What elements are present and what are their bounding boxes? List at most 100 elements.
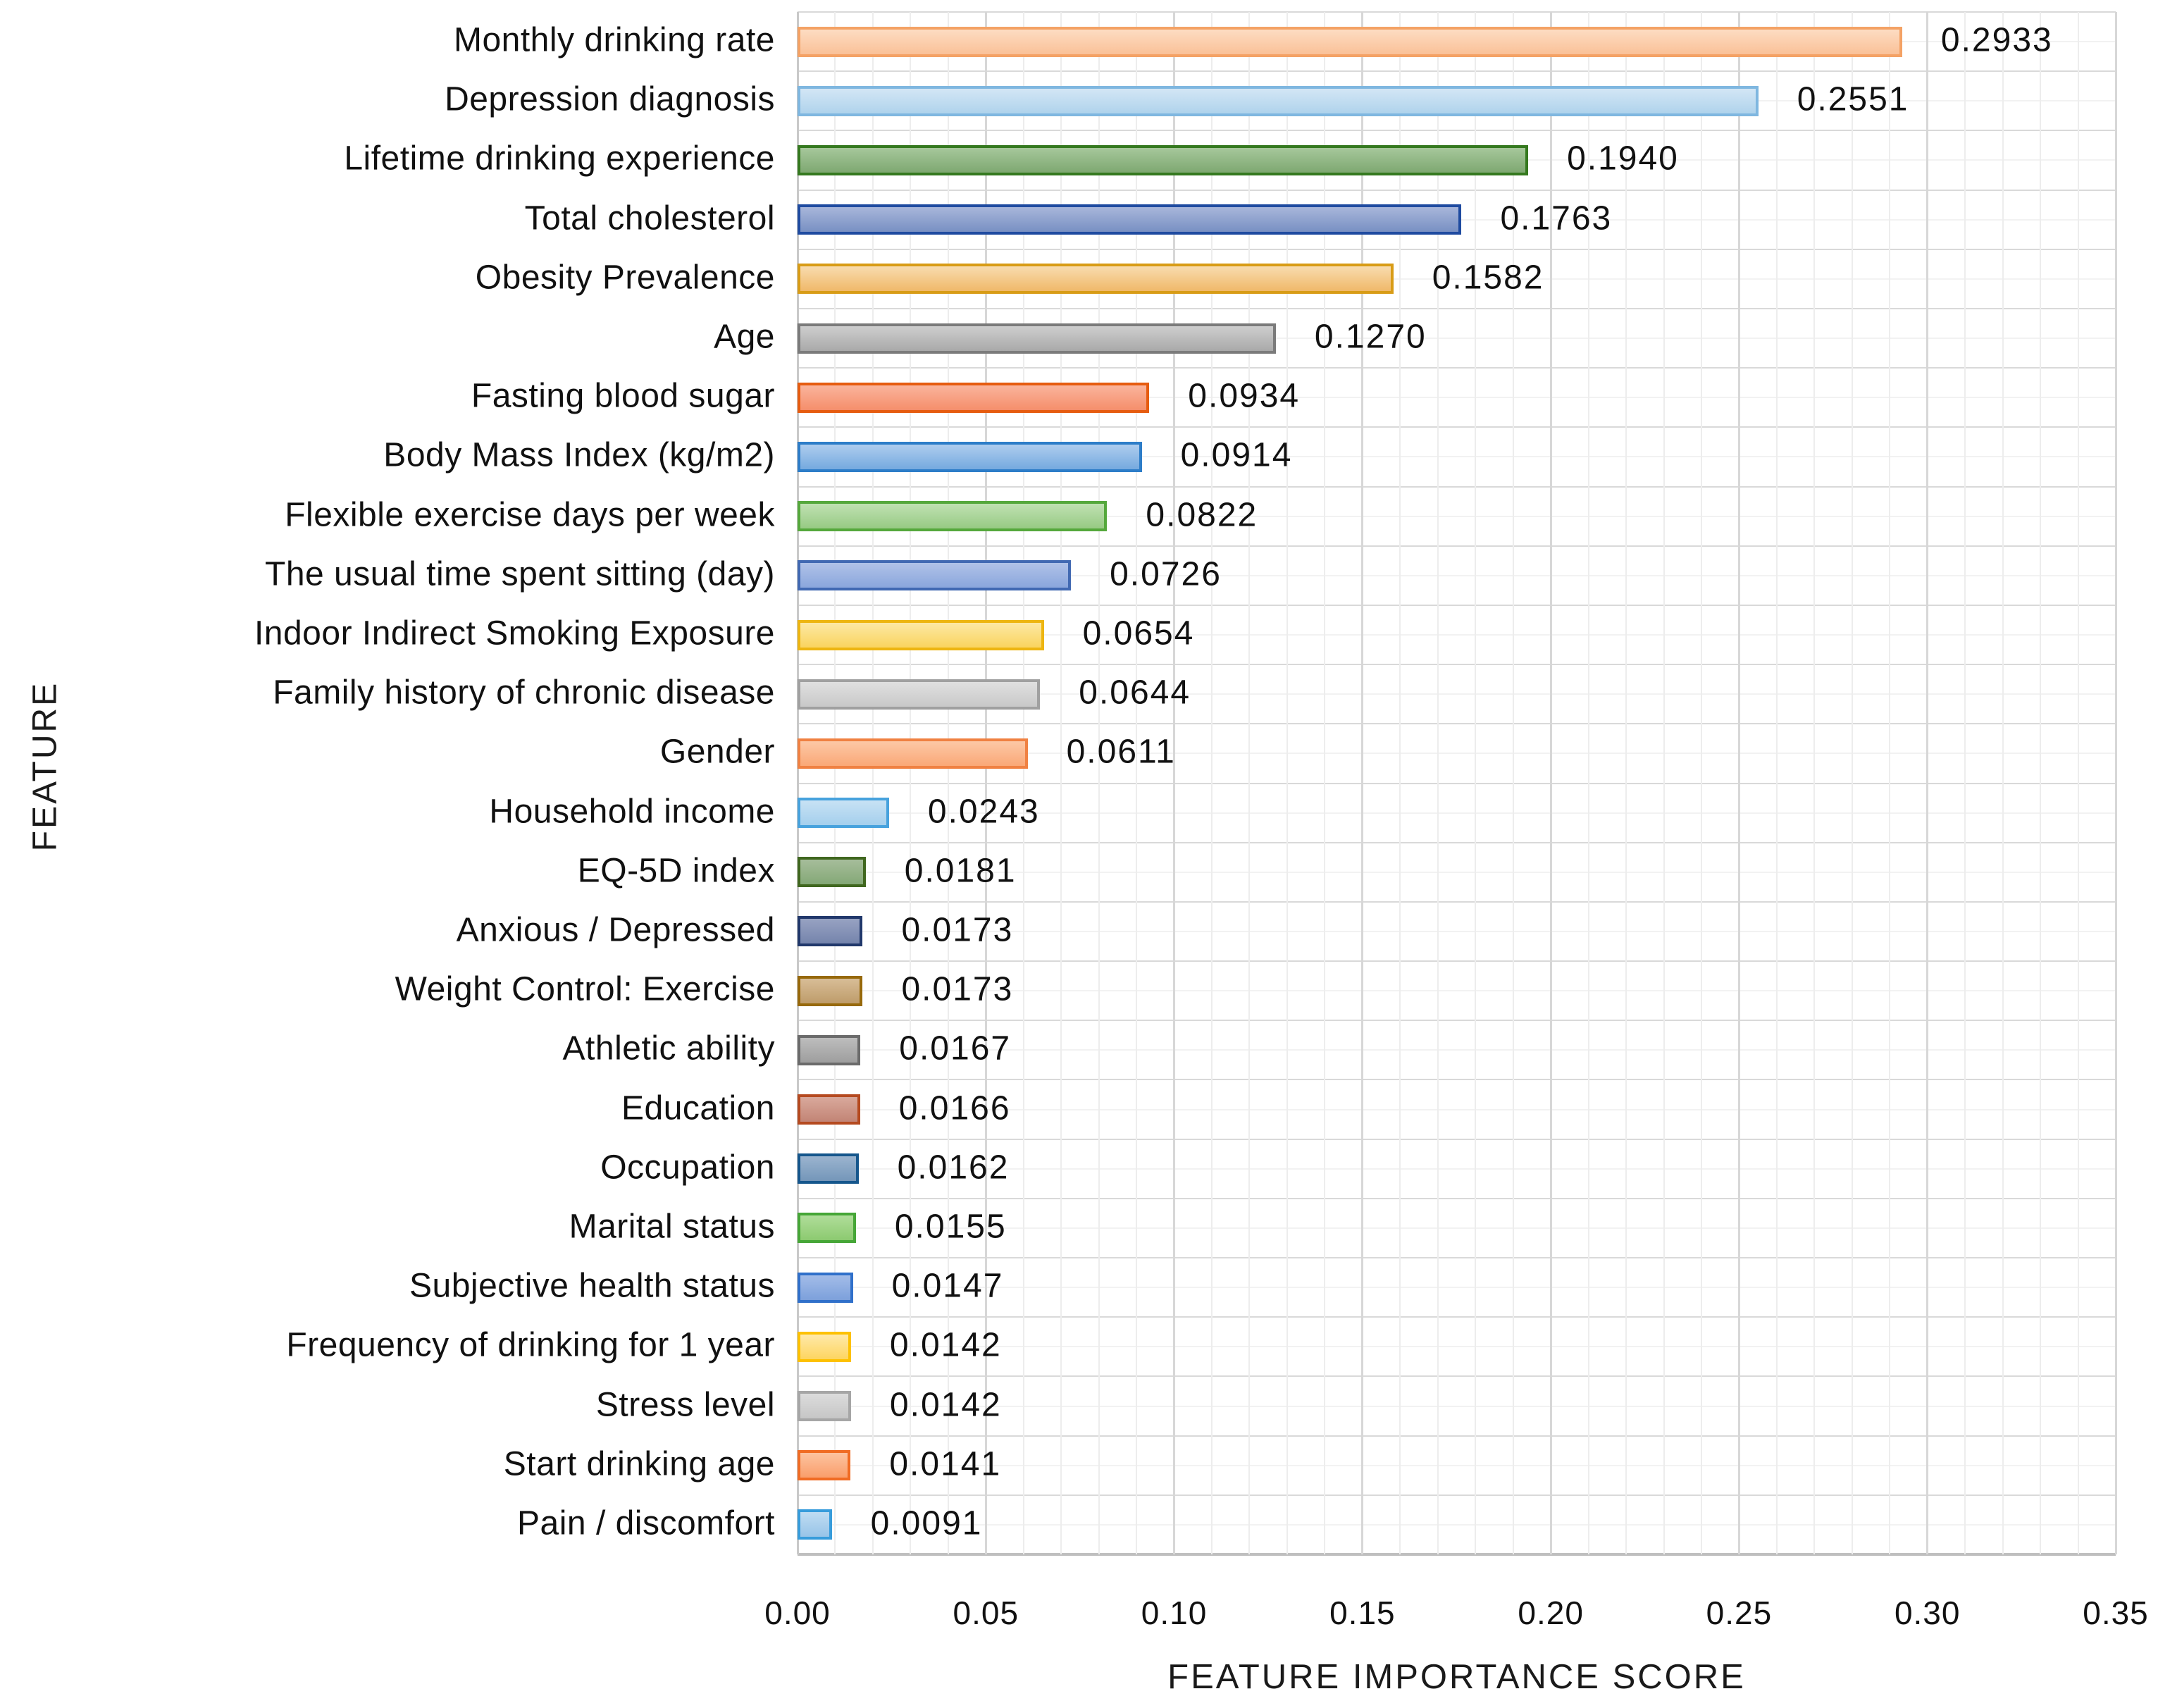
value-label: 0.0141 [889,1445,1002,1483]
x-tick-label: 0.00 [764,1595,831,1631]
gridline-horizontal-major [798,1375,2116,1378]
value-label: 0.0142 [889,1385,1002,1423]
gridline-horizontal-major [798,367,2116,369]
gridline-horizontal-major [798,1079,2116,1081]
gridline-vertical-minor [1587,12,1589,1554]
bar [798,1153,859,1184]
category-label: Occupation [600,1149,775,1187]
bar [798,441,1142,472]
gridline-horizontal-minor [798,1287,2116,1289]
value-label: 0.2933 [1940,21,2053,59]
bar [798,916,863,947]
value-label: 0.0167 [899,1029,1012,1068]
gridline-horizontal-major [798,189,2116,191]
gridline-vertical-minor [1399,12,1401,1554]
gridline-horizontal-minor [798,753,2116,755]
gridline-horizontal-major [798,1435,2116,1437]
gridline-vertical-major [1361,12,1364,1554]
category-label: Household income [489,792,775,830]
category-label: The usual time spent sitting (day) [265,555,775,593]
gridline-horizontal-major [798,307,2116,309]
gridline-horizontal-minor [798,693,2116,695]
x-tick-label: 0.35 [2083,1595,2149,1631]
category-label: Age [714,318,775,356]
gridline-horizontal-minor [798,397,2116,399]
gridline-vertical-minor [1437,12,1439,1554]
gridline-vertical-minor [1625,12,1627,1554]
gridline-vertical-minor [1813,12,1816,1554]
value-label: 0.1270 [1314,318,1427,356]
gridline-horizontal-minor [798,1227,2116,1229]
gridline-vertical-minor [1851,12,1853,1554]
gridline-horizontal-minor [798,1049,2116,1051]
gridline-horizontal-major [798,130,2116,132]
value-label: 0.1763 [1500,199,1613,237]
bar [798,560,1072,591]
value-label: 0.0173 [901,911,1014,949]
gridline-vertical-minor [834,12,836,1554]
gridline-vertical-major [1926,12,1929,1554]
category-label: Stress level [595,1385,775,1423]
gridline-horizontal-minor [798,1108,2116,1110]
bar [798,1391,851,1422]
gridline-vertical-major [1549,12,1552,1554]
category-label: Start drinking age [503,1445,775,1483]
value-label: 0.0142 [889,1326,1002,1364]
gridline-vertical-minor [1098,12,1100,1554]
gridline-vertical-minor [1136,12,1138,1554]
gridline-horizontal-minor [798,871,2116,873]
bar [798,975,863,1006]
gridline-vertical-minor [1775,12,1778,1554]
gridline-horizontal-minor [798,338,2116,340]
gridline-vertical-minor [947,12,949,1554]
x-tick-label: 0.25 [1706,1595,1773,1631]
gridline-vertical-minor [1211,12,1213,1554]
category-label: Weight Control: Exercise [395,970,775,1008]
gridline-horizontal-major [798,1197,2116,1199]
gridline-vertical-major [2114,12,2117,1554]
category-label: Education [621,1089,775,1127]
value-label: 0.0243 [927,792,1040,830]
gridline-vertical-minor [1286,12,1288,1554]
gridline-horizontal-minor [798,1168,2116,1170]
gridline-horizontal-major [798,604,2116,606]
x-axis-title: FEATURE IMPORTANCE SCORE [1167,1658,1746,1696]
gridline-vertical-minor [872,12,874,1554]
gridline-horizontal-minor [798,1346,2116,1348]
gridline-vertical-minor [910,12,912,1554]
x-tick-label: 0.10 [1141,1595,1208,1631]
bar [798,1509,832,1540]
gridline-vertical-minor [1700,12,1702,1554]
category-label: Lifetime drinking experience [344,140,775,178]
gridline-vertical-minor [2077,12,2079,1554]
gridline-horizontal-minor [798,515,2116,517]
gridline-horizontal-minor [798,990,2116,992]
gridline-vertical-minor [1889,12,1891,1554]
gridline-horizontal-major [798,901,2116,903]
bar [798,738,1028,769]
gridline-vertical-minor [1964,12,1966,1554]
category-label: Subjective health status [409,1267,775,1305]
gridline-horizontal-minor [798,456,2116,458]
gridline-horizontal-minor [798,1523,2116,1526]
bar [798,26,1902,57]
bar [798,679,1041,710]
x-axis-line [798,1553,2116,1556]
bar [798,144,1529,175]
gridline-horizontal-major [798,1020,2116,1022]
plot-area [796,11,2117,1556]
gridline-horizontal-major [798,545,2116,547]
gridline-vertical-major [1173,12,1176,1554]
value-label: 0.0914 [1180,436,1293,474]
gridline-horizontal-minor [798,574,2116,576]
y-axis-title: FEATURE [26,681,64,852]
gridline-vertical-minor [1248,12,1251,1554]
gridline-horizontal-major [798,248,2116,250]
gridline-vertical-major [1737,12,1740,1554]
category-label: Athletic ability [562,1029,775,1068]
category-label: Depression diagnosis [445,80,775,118]
gridline-horizontal-major [798,70,2116,73]
bar [798,619,1044,650]
gridline-vertical-minor [1663,12,1665,1554]
